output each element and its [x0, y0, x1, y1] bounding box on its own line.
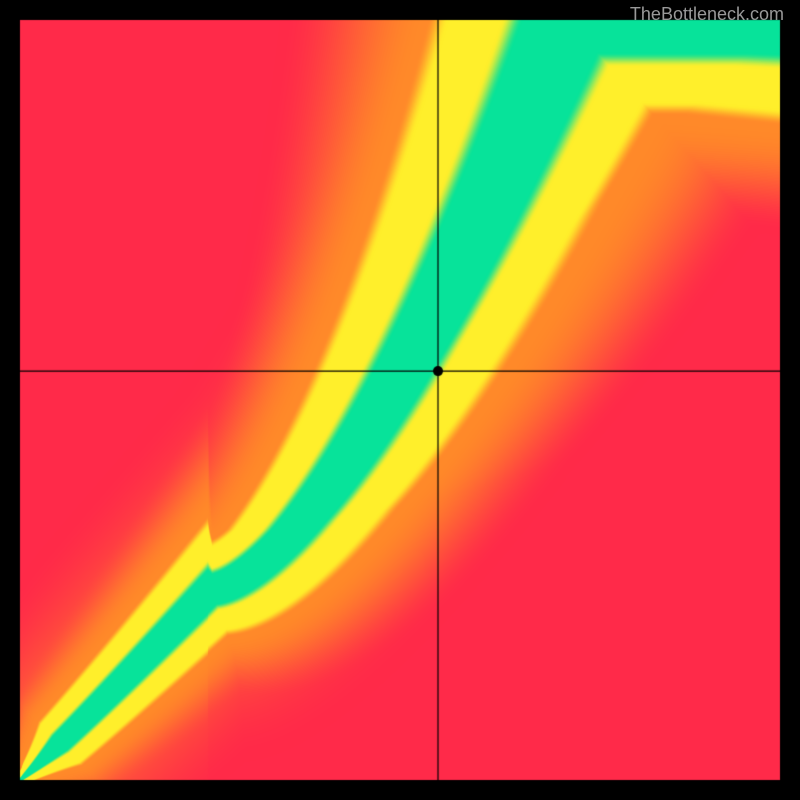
heatmap-canvas — [0, 0, 800, 800]
chart-container: TheBottleneck.com — [0, 0, 800, 800]
watermark-text: TheBottleneck.com — [630, 4, 784, 25]
